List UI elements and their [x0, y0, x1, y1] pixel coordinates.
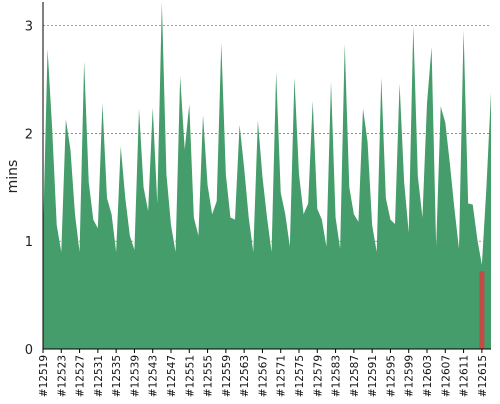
x-tick-label: #12535 [111, 355, 123, 397]
x-tick-label: #12531 [93, 355, 105, 397]
highlight-bar [479, 271, 485, 349]
x-tick-label: #12555 [203, 355, 215, 397]
x-tick-label: #12559 [221, 355, 233, 397]
x-tick-label: #12539 [129, 355, 141, 397]
x-tick-label: #12523 [56, 355, 68, 397]
x-tick-label: #12579 [312, 355, 324, 397]
area-series [43, 1, 491, 349]
y-tick-label: 0 [25, 343, 33, 358]
y-tick-label: 3 [25, 20, 33, 35]
x-tick-label: #12543 [148, 355, 160, 397]
x-tick-label: #12591 [367, 355, 379, 397]
x-tick-label: #12563 [239, 355, 251, 397]
x-tick-label: #12571 [276, 355, 288, 397]
x-tick-label: #12583 [331, 355, 343, 397]
y-tick-label: 2 [25, 127, 33, 142]
x-tick-label: #12611 [459, 355, 471, 397]
x-tick-label: #12575 [294, 355, 306, 397]
x-tick-label: #12599 [404, 355, 416, 397]
y-axis-label: mins [5, 160, 21, 194]
x-tick-label: #12603 [422, 355, 434, 397]
x-tick-label: #12595 [385, 355, 397, 397]
x-tick-label: #12527 [75, 355, 87, 397]
y-tick-label: 1 [25, 235, 33, 250]
x-tick-label: #12607 [440, 355, 452, 397]
x-tick-label: #12547 [166, 355, 178, 397]
x-tick-label: #12519 [38, 355, 50, 397]
x-tick-label: #12587 [349, 355, 361, 397]
x-tick-label: #12551 [184, 355, 196, 397]
x-tick-label: #12567 [257, 355, 269, 397]
x-tick-label: #12615 [477, 355, 489, 397]
